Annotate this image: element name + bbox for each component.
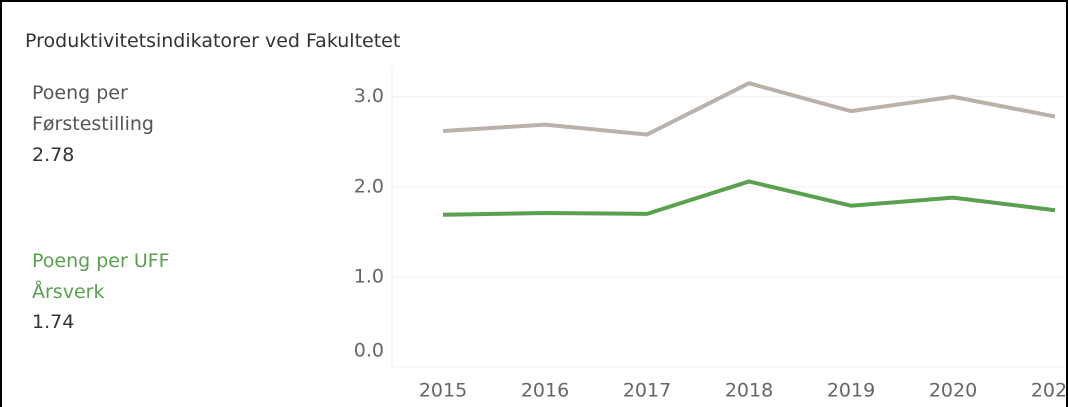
x-tick-label: 2019 bbox=[827, 380, 875, 402]
legend-value: 2.78 bbox=[32, 144, 75, 166]
y-tick-label: 0.0 bbox=[354, 340, 384, 362]
x-tick-label: 2020 bbox=[929, 380, 977, 402]
x-tick-label: 2015 bbox=[419, 380, 467, 402]
chart-title: Produktivitetsindikatorer ved Fakultetet bbox=[25, 30, 401, 52]
series-line bbox=[442, 179, 1056, 217]
legend-value: 1.74 bbox=[32, 311, 75, 333]
legend-label: Poeng per UFF Årsverk bbox=[32, 250, 170, 303]
y-tick-label: 2.0 bbox=[354, 175, 384, 197]
series-line bbox=[442, 81, 1056, 137]
y-tick-label: 3.0 bbox=[354, 85, 384, 107]
x-tick-label: 2021 bbox=[1031, 380, 1066, 402]
x-tick-label: 2017 bbox=[623, 380, 671, 402]
x-tick-label: 2016 bbox=[521, 380, 569, 402]
legend-label: Poeng per Førstestilling bbox=[32, 82, 154, 135]
y-tick-label: 1.0 bbox=[354, 265, 384, 287]
x-tick-label: 2018 bbox=[725, 380, 773, 402]
